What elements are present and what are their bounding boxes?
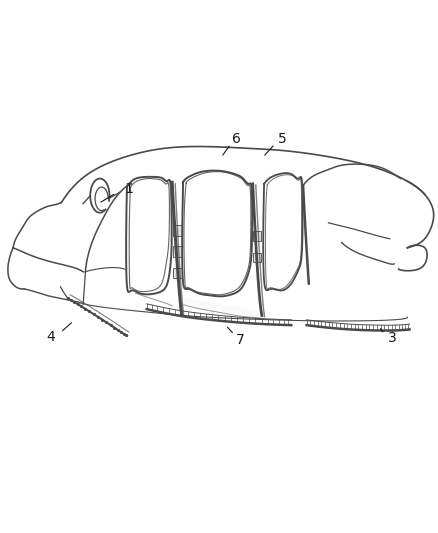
Text: 1: 1 xyxy=(125,182,134,196)
Bar xyxy=(173,246,182,257)
Bar xyxy=(253,231,261,241)
Bar xyxy=(173,268,182,278)
Bar xyxy=(173,225,182,236)
Text: 4: 4 xyxy=(46,330,55,344)
Text: 6: 6 xyxy=(232,132,241,146)
Bar xyxy=(253,253,261,262)
Polygon shape xyxy=(184,298,262,318)
Text: 5: 5 xyxy=(278,132,287,146)
Text: 3: 3 xyxy=(388,332,396,345)
Text: 7: 7 xyxy=(236,333,244,347)
